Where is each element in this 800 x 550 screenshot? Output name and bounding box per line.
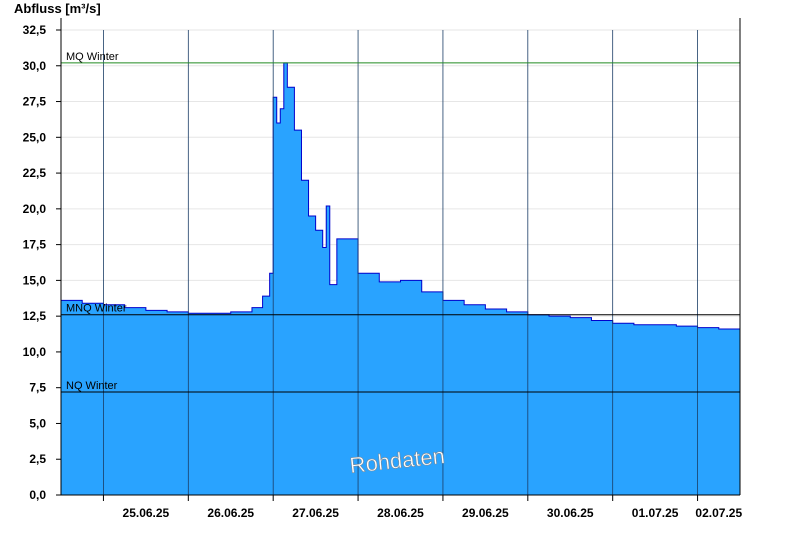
reference-line-label: MNQ Winter [66,303,127,315]
x-tick-label: 29.06.25 [462,506,509,520]
day-separator-lines [103,30,698,495]
x-tick-label: 26.06.25 [207,506,254,520]
y-tick-label: 32,5 [23,23,47,37]
y-tick-label: 20,0 [23,202,47,216]
x-tick-labels: 25.06.25 26.06.25 27.06.25 28.06.25 29.06.25… [123,506,743,520]
reference-line-label: MQ Winter [66,51,119,63]
y-tick-label: 30,0 [23,59,47,73]
y-tick-label: 12,5 [23,309,47,323]
x-tick-label: 01.07.25 [632,506,679,520]
y-tick-label: 5,0 [29,416,46,430]
y-tick-label: 15,0 [23,273,47,287]
x-tick-label: 30.06.25 [547,506,594,520]
x-tick-label: 25.06.25 [123,506,170,520]
y-tick-label: 10,0 [23,345,47,359]
reference-line-label: NQ Winter [66,380,118,392]
y-tick-label: 0,0 [29,488,46,502]
y-axis-label: Abfluss [m³/s] [14,1,101,16]
y-tick-label: 25,0 [23,130,47,144]
y-tick-labels: 0,0 2,5 5,0 7,5 10,0 12,5 15,0 17,5 20,0 22,5 25,0… [23,23,47,502]
x-tick-label: 27.06.25 [292,506,339,520]
y-tick-label: 17,5 [23,238,47,252]
y-tick-label: 7,5 [29,381,46,395]
y-tick-label: 22,5 [23,166,47,180]
x-tick-label: 02.07.25 [695,506,742,520]
y-tick-label: 2,5 [29,452,46,466]
discharge-line [61,62,741,331]
reference-lines: MQ Winter MNQ Winter NQ Winter [61,51,740,393]
discharge-area [61,62,740,496]
x-tick-label: 28.06.25 [377,506,424,520]
y-tick-label: 27,5 [23,95,47,109]
axes [56,18,741,501]
